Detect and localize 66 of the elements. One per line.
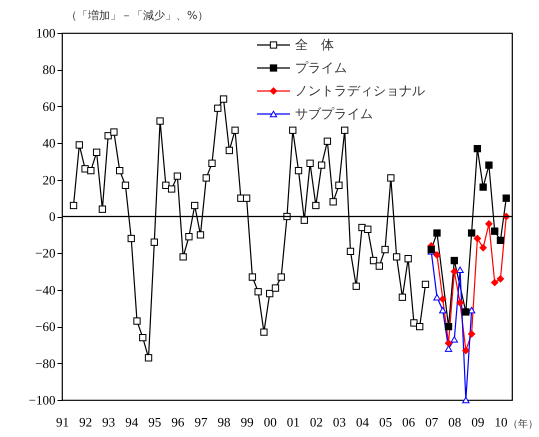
point: [479, 244, 487, 252]
x-tick-label: 03: [332, 414, 346, 430]
x-tick-label: 07: [425, 414, 439, 430]
x-tick-label: 01: [286, 414, 300, 430]
point: [450, 336, 458, 343]
point: [502, 194, 510, 202]
x-tick-label: 91: [56, 414, 69, 430]
x-axis-title: （年）: [508, 418, 538, 430]
point: [496, 275, 504, 283]
point: [456, 266, 464, 273]
x-tick-label: 92: [79, 414, 92, 430]
point: [444, 345, 452, 352]
point: [456, 299, 464, 306]
y-tick-label: −80: [35, 356, 56, 371]
x-tick-label: 09: [471, 414, 484, 430]
point: [496, 236, 504, 244]
point: [439, 306, 446, 314]
y-tick-label: 60: [42, 98, 56, 114]
y-tick-label: 0: [49, 209, 56, 224]
y-tick-label: −20: [35, 246, 56, 261]
point: [450, 268, 458, 276]
point: [491, 228, 498, 235]
y-axis-title: （「増加」－「減少」、%）: [66, 9, 208, 22]
point: [479, 183, 487, 191]
x-tick-label: 96: [171, 414, 185, 430]
y-tick-label: 80: [42, 62, 56, 78]
point: [433, 294, 441, 300]
x-tick-label: 94: [125, 414, 139, 430]
x-tick-label: 99: [240, 414, 254, 430]
legend-label: ノントラディショナル: [295, 84, 425, 99]
y-tick-label: −100: [28, 392, 56, 408]
x-tick-label: 00: [264, 414, 277, 430]
point: [485, 161, 493, 169]
x-tick-label: 98: [218, 414, 231, 430]
x-tick-label: 10: [494, 414, 508, 430]
x-tick-label: 08: [448, 414, 462, 430]
point: [474, 144, 482, 152]
point: [444, 322, 452, 330]
x-tick-label: 04: [356, 414, 370, 430]
point: [468, 229, 476, 237]
legend-label: プライム: [295, 61, 347, 76]
point: [433, 251, 441, 259]
y-tick-label: −40: [35, 282, 56, 298]
point: [450, 256, 458, 264]
point: [444, 339, 452, 347]
y-tick-label: 40: [42, 136, 56, 151]
point: [474, 234, 482, 242]
x-tick-label: 93: [102, 414, 116, 430]
y-tick-label: 20: [42, 172, 56, 188]
legend-label: 全 体: [295, 38, 334, 53]
point: [491, 278, 498, 286]
point: [485, 220, 493, 228]
y-tick-label: −60: [35, 319, 56, 334]
x-tick-label: 06: [402, 414, 416, 430]
x-tick-label: 02: [310, 414, 323, 430]
point: [439, 295, 446, 303]
point: [462, 308, 470, 316]
x-tick-label: 95: [148, 414, 162, 430]
point: [468, 330, 476, 338]
legend-label: サブプライム: [295, 107, 373, 122]
point: [462, 346, 470, 354]
point: [433, 229, 441, 237]
x-tick-label: 05: [379, 414, 392, 430]
x-tick-label: 97: [194, 414, 208, 430]
y-tick-label: 100: [36, 26, 56, 40]
point: [462, 396, 470, 404]
